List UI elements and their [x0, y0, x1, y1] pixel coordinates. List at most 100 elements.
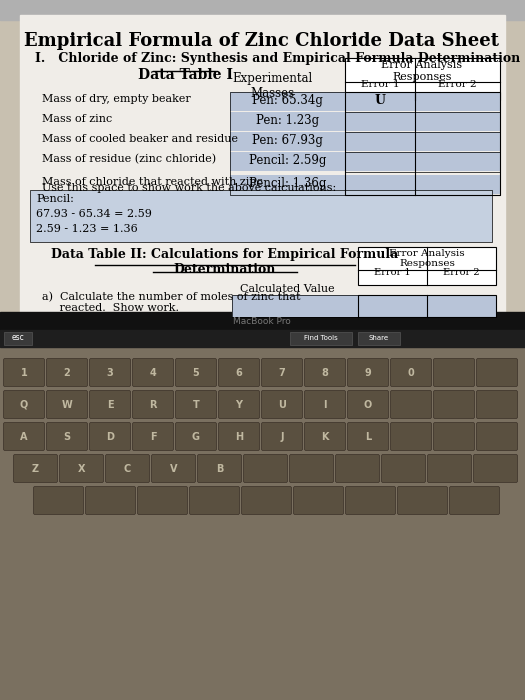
Bar	[232, 295, 358, 317]
FancyBboxPatch shape	[304, 358, 345, 386]
FancyBboxPatch shape	[261, 423, 302, 451]
FancyBboxPatch shape	[477, 423, 518, 451]
Text: Error 2: Error 2	[438, 80, 476, 89]
Text: 4: 4	[150, 368, 156, 377]
Text: 8: 8	[321, 368, 329, 377]
Bar	[230, 175, 345, 194]
FancyBboxPatch shape	[242, 486, 291, 514]
FancyBboxPatch shape	[132, 358, 173, 386]
FancyBboxPatch shape	[289, 454, 333, 482]
FancyBboxPatch shape	[4, 358, 45, 386]
Text: Mass of zinc: Mass of zinc	[42, 114, 112, 124]
FancyBboxPatch shape	[89, 391, 131, 419]
Bar	[0, 330, 525, 347]
Text: Pen: 67.93g: Pen: 67.93g	[252, 134, 323, 147]
Text: esc: esc	[12, 333, 24, 342]
Text: Mass of dry, empty beaker: Mass of dry, empty beaker	[42, 94, 191, 104]
Bar	[415, 112, 500, 131]
Text: A: A	[20, 431, 28, 442]
FancyBboxPatch shape	[449, 486, 499, 514]
Text: W: W	[61, 400, 72, 410]
Bar	[345, 92, 415, 111]
FancyBboxPatch shape	[434, 423, 475, 451]
FancyBboxPatch shape	[477, 358, 518, 386]
Text: Empirical Formula of Zinc Chloride Data Sheet: Empirical Formula of Zinc Chloride Data …	[25, 32, 499, 50]
Text: Error 1: Error 1	[374, 268, 411, 277]
Text: Error Analysis
Responses: Error Analysis Responses	[382, 60, 463, 82]
Bar	[0, 0, 525, 20]
Bar	[230, 132, 345, 151]
Text: Pencil: 1.36g: Pencil: 1.36g	[249, 177, 326, 190]
Text: Use this space to show work the above calculations:: Use this space to show work the above ca…	[42, 183, 336, 193]
FancyBboxPatch shape	[434, 358, 475, 386]
Bar	[358, 332, 400, 345]
Text: reacted.  Show work.: reacted. Show work.	[42, 303, 179, 313]
Text: Error 2: Error 2	[443, 268, 479, 277]
FancyBboxPatch shape	[391, 358, 432, 386]
Bar	[345, 175, 415, 194]
FancyBboxPatch shape	[47, 423, 88, 451]
Bar	[415, 175, 500, 194]
FancyBboxPatch shape	[89, 358, 131, 386]
FancyBboxPatch shape	[218, 391, 259, 419]
Text: V: V	[170, 463, 177, 473]
Bar	[345, 132, 415, 151]
Text: Error 1: Error 1	[361, 80, 400, 89]
FancyBboxPatch shape	[106, 454, 150, 482]
FancyBboxPatch shape	[86, 486, 135, 514]
Text: I.   Chloride of Zinc: Synthesis and Empirical Formula Determination: I. Chloride of Zinc: Synthesis and Empir…	[35, 52, 520, 65]
FancyBboxPatch shape	[335, 454, 380, 482]
FancyBboxPatch shape	[218, 423, 259, 451]
Text: 2: 2	[64, 368, 70, 377]
FancyBboxPatch shape	[348, 358, 388, 386]
Text: Experimental
Masses: Experimental Masses	[232, 72, 312, 100]
Bar	[4, 332, 32, 345]
Text: Pencil: 2.59g: Pencil: 2.59g	[249, 154, 326, 167]
Text: R: R	[149, 400, 157, 410]
FancyBboxPatch shape	[218, 358, 259, 386]
Text: 5: 5	[193, 368, 200, 377]
FancyBboxPatch shape	[47, 391, 88, 419]
FancyBboxPatch shape	[4, 391, 45, 419]
Text: Pen: 1.23g: Pen: 1.23g	[256, 114, 319, 127]
Text: 9: 9	[365, 368, 371, 377]
FancyBboxPatch shape	[345, 486, 395, 514]
Text: D: D	[106, 431, 114, 442]
Text: Calculated Value: Calculated Value	[240, 284, 334, 294]
Bar	[358, 247, 496, 285]
FancyBboxPatch shape	[397, 486, 447, 514]
FancyBboxPatch shape	[14, 454, 58, 482]
Text: F: F	[150, 431, 156, 442]
Text: E: E	[107, 400, 113, 410]
Text: U: U	[278, 400, 286, 410]
Text: Mass of chloride that reacted with zinc: Mass of chloride that reacted with zinc	[42, 177, 263, 187]
FancyBboxPatch shape	[434, 391, 475, 419]
FancyBboxPatch shape	[34, 486, 83, 514]
FancyBboxPatch shape	[175, 391, 216, 419]
FancyBboxPatch shape	[132, 391, 173, 419]
FancyBboxPatch shape	[348, 391, 388, 419]
Bar	[0, 312, 525, 330]
Text: C: C	[124, 463, 131, 473]
Text: X: X	[78, 463, 85, 473]
Bar	[230, 92, 345, 195]
Bar	[345, 58, 500, 100]
Bar	[345, 112, 415, 131]
FancyBboxPatch shape	[47, 358, 88, 386]
Text: 7: 7	[279, 368, 286, 377]
Text: Share: Share	[369, 335, 389, 341]
Bar	[230, 112, 345, 131]
Text: Mass of residue (zinc chloride): Mass of residue (zinc chloride)	[42, 154, 216, 164]
FancyBboxPatch shape	[138, 486, 187, 514]
Bar	[345, 92, 500, 195]
Text: 6: 6	[236, 368, 243, 377]
Bar	[230, 92, 345, 111]
FancyBboxPatch shape	[190, 486, 239, 514]
Text: B: B	[216, 463, 223, 473]
FancyBboxPatch shape	[4, 423, 45, 451]
Text: Mass of cooled beaker and residue: Mass of cooled beaker and residue	[42, 134, 238, 144]
Text: Z: Z	[32, 463, 39, 473]
Text: 0: 0	[407, 368, 414, 377]
Bar	[358, 295, 496, 317]
Text: 3: 3	[107, 368, 113, 377]
